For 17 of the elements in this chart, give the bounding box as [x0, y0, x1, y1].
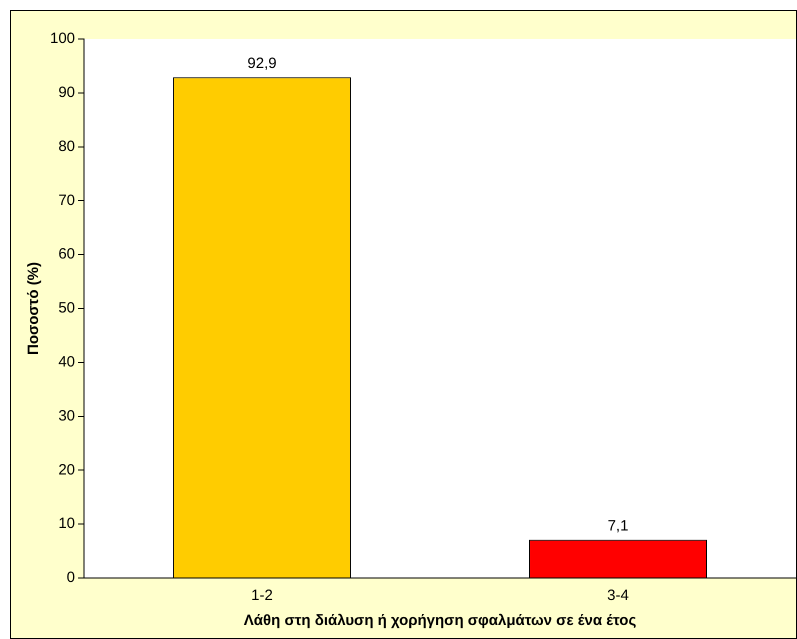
y-axis-title: Ποσοστό (%): [25, 262, 42, 356]
data-label: 7,1: [608, 517, 628, 534]
x-tick-label: 3-4: [607, 587, 629, 604]
y-tick-label: 50: [58, 300, 76, 317]
y-tick-label: 80: [58, 138, 76, 155]
y-tick-label: 20: [58, 461, 76, 478]
x-tick-label: 1-2: [251, 587, 273, 604]
data-label: 92,9: [247, 54, 277, 72]
y-tick-label: 100: [50, 30, 76, 48]
y-tick-label: 70: [58, 192, 76, 209]
y-tick-label: 90: [58, 84, 76, 102]
x-axis-title: Λάθη στη διάλυση ή χορήγηση σφαλμάτων σε ένα έτος: [244, 612, 636, 630]
y-tick-label: 10: [58, 515, 76, 532]
y-tick-label: 30: [58, 407, 76, 424]
y-tick-label: 40: [58, 354, 76, 371]
y-tick-label: 0: [66, 569, 76, 586]
y-tick-label: 60: [58, 246, 76, 263]
